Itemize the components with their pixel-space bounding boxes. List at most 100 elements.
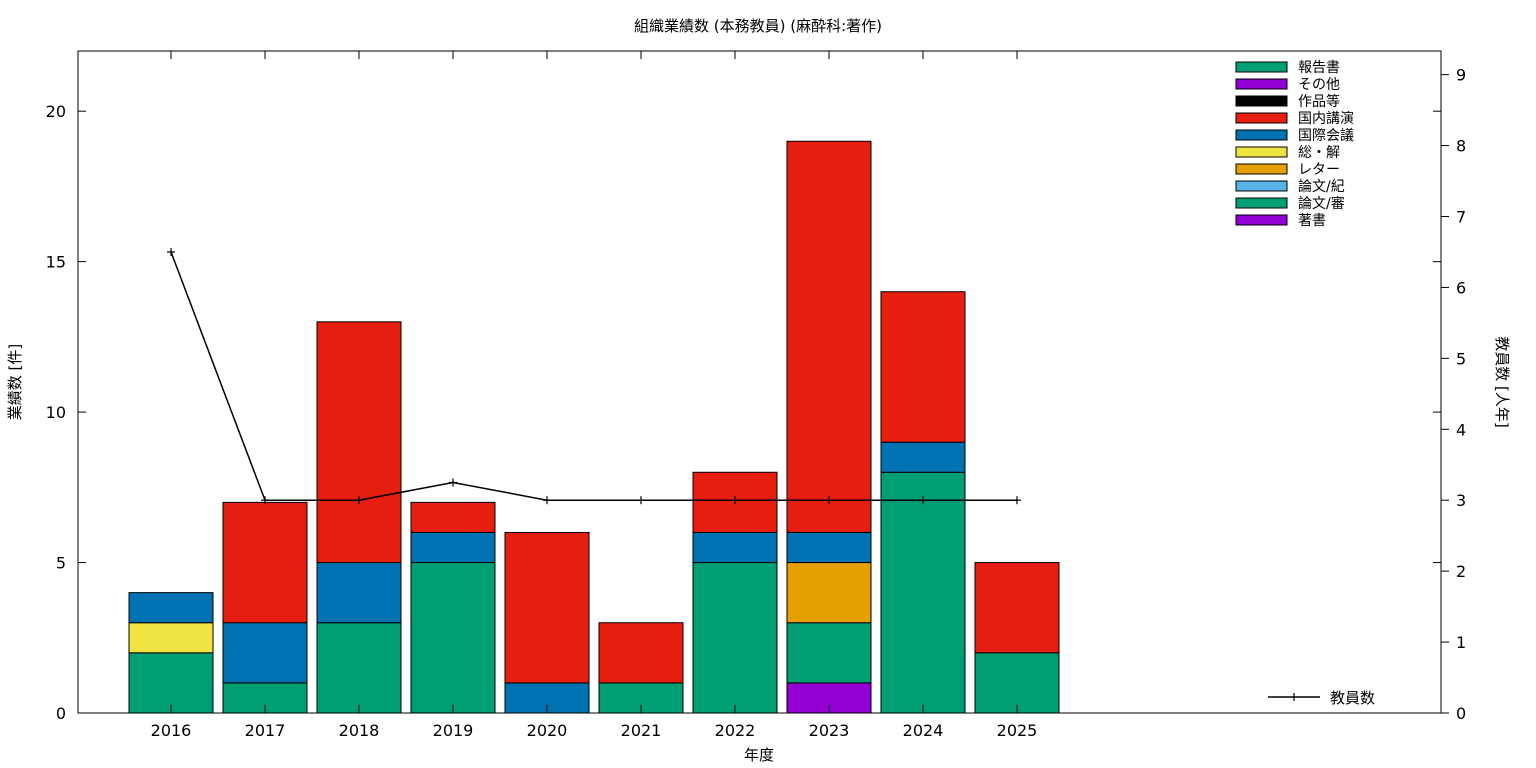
line-point	[731, 496, 739, 505]
legend-item: 報告書	[1235, 60, 1340, 76]
line-series	[170, 251, 1017, 501]
legend-swatch	[1235, 112, 1288, 124]
line-layer	[167, 247, 1021, 505]
legend-label: 著書	[1298, 213, 1326, 229]
legend-swatch	[1235, 197, 1288, 209]
plot-frame	[77, 50, 1442, 714]
legend-swatch	[1235, 95, 1288, 107]
x-axis: 2016 2017 2018 2019 2020 2021 2022 2023 2024 2025	[151, 51, 1038, 740]
line-point	[449, 478, 457, 487]
y-tick-label: 5	[56, 554, 66, 573]
line-point	[543, 496, 551, 505]
y-axis-left: 0 5 10 15 20	[46, 102, 1441, 723]
x-tick-label: 2020	[527, 721, 568, 740]
bar-segment	[316, 321, 402, 564]
x-tick-label: 2019	[433, 721, 474, 740]
bar-segment	[316, 622, 402, 714]
y-axis-right: 0 1 2 3 4 5 6 7 8 9	[1441, 66, 1466, 723]
x-tick-label: 2017	[245, 721, 286, 740]
bar-segment	[598, 622, 684, 684]
bar-segment	[410, 562, 496, 714]
bar-segment	[786, 562, 872, 624]
line-legend-label: 教員数	[1330, 689, 1375, 707]
legend-item: レター	[1235, 162, 1340, 178]
legend-label: 総・解	[1298, 145, 1340, 161]
legend-item: 国内講演	[1235, 111, 1354, 127]
bar-segment	[692, 562, 778, 714]
line-point	[637, 496, 645, 505]
y2-tick-label: 9	[1456, 66, 1466, 85]
legend-swatch	[1235, 129, 1288, 141]
legend-swatch	[1235, 146, 1288, 158]
legend-swatch	[1235, 78, 1288, 90]
bars-layer	[128, 140, 1060, 714]
legend-item: 作品等	[1235, 93, 1340, 110]
bar-segment	[222, 501, 308, 624]
legend-item: 著書	[1235, 213, 1326, 229]
chart-title: 組織業績数 (本務教員) (麻酔科:著作)	[634, 17, 882, 35]
y2-tick-label: 0	[1456, 704, 1466, 723]
legend-label: 国際会議	[1298, 127, 1354, 144]
line-point	[167, 247, 175, 256]
legend-label: その他	[1298, 77, 1340, 93]
bar-segment	[128, 652, 214, 714]
bar-segment	[128, 592, 214, 624]
bar-segment	[880, 291, 966, 443]
bar-segment	[504, 531, 590, 684]
legend-swatch	[1235, 163, 1288, 175]
x-tick-label: 2025	[997, 721, 1038, 740]
bar-segment	[880, 441, 966, 473]
y-tick-label: 15	[46, 253, 66, 272]
legend-label: 報告書	[1298, 60, 1340, 76]
bar-segment	[880, 471, 966, 714]
y-axis-label: 業績数 [件]	[6, 344, 24, 420]
x-tick-label: 2018	[339, 721, 380, 740]
y2-tick-label: 4	[1456, 420, 1466, 439]
bar-segment	[974, 652, 1060, 714]
bar-segment	[222, 622, 308, 684]
line-point	[355, 496, 363, 505]
y2-axis-label: 教員数 [人年]	[1493, 336, 1511, 427]
y2-tick-label: 2	[1456, 562, 1466, 581]
x-tick-label: 2023	[809, 721, 850, 740]
bar-segment	[410, 501, 496, 533]
legend-label: 論文/審	[1298, 196, 1345, 212]
legend-item: 総・解	[1235, 145, 1340, 161]
line-point	[1013, 496, 1021, 505]
x-tick-label: 2016	[151, 721, 192, 740]
bar-segment	[786, 622, 872, 684]
bar-segment	[786, 531, 872, 564]
legend-label: 国内講演	[1298, 111, 1354, 127]
legend-label: 作品等	[1298, 93, 1340, 110]
y-tick-label: 20	[46, 102, 66, 121]
x-tick-label: 2021	[621, 721, 662, 740]
line-point	[919, 496, 927, 505]
bar-segment	[128, 622, 214, 654]
bar-segment	[786, 140, 872, 533]
y2-tick-label: 3	[1456, 491, 1466, 510]
y-tick-label: 10	[46, 403, 66, 422]
legend-swatch	[1235, 61, 1288, 73]
legend-swatch	[1235, 214, 1288, 226]
y-tick-label: 0	[56, 704, 66, 723]
x-tick-label: 2024	[903, 721, 944, 740]
bar-segment	[410, 531, 496, 564]
y2-tick-label: 5	[1456, 349, 1466, 368]
legend-item: 論文/紀	[1235, 179, 1345, 195]
legend-item: 論文/審	[1235, 196, 1345, 212]
y2-tick-label: 6	[1456, 278, 1466, 297]
line-point	[261, 496, 269, 505]
line-point	[825, 496, 833, 505]
x-tick-label: 2022	[715, 721, 756, 740]
y2-tick-label: 7	[1456, 207, 1466, 226]
line-legend: 教員数	[1268, 689, 1375, 707]
legend-item: 国際会議	[1235, 127, 1354, 144]
legend-item: その他	[1235, 77, 1340, 93]
bar-segment	[316, 562, 402, 624]
x-axis-label: 年度	[744, 746, 774, 764]
y2-tick-label: 1	[1456, 633, 1466, 652]
y2-tick-label: 8	[1456, 137, 1466, 156]
legend-label: 論文/紀	[1298, 179, 1345, 195]
